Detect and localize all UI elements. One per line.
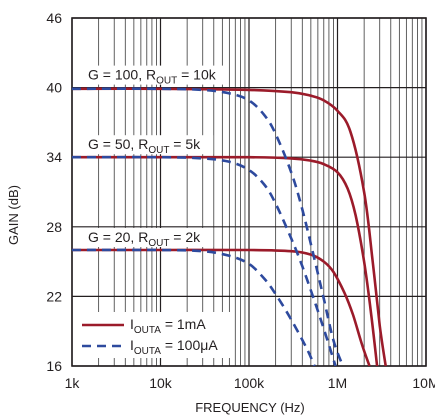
series-lines [72, 87, 387, 366]
plot-frame [71, 17, 427, 367]
x-axis-title: FREQUENCY (Hz) [195, 400, 305, 415]
tick-labels: 1k 10k 100k 1M 10M 16 22 28 34 40 46 [46, 10, 435, 391]
series-line-1ma-0 [72, 87, 387, 366]
curve-labels: G = 100, ROUT = 10k G = 50, ROUT = 5k G = … [85, 65, 229, 249]
x-tick-label: 1k [65, 375, 81, 391]
legend-label: IOUTA = 1mA [130, 316, 206, 336]
annotation-background [85, 228, 214, 247]
curve-annotation: G = 50, ROUT = 5k [88, 136, 201, 156]
series-line-1ma-2 [72, 248, 371, 366]
series-line-100ua-5 [72, 248, 316, 366]
legend-label: IOUTA = 100μA [130, 337, 218, 357]
series-line-100ua-3 [72, 87, 345, 366]
y-axis-title: GAIN (dB) [6, 185, 21, 245]
x-tick-label: 1M [328, 375, 347, 391]
y-tick-label: 16 [46, 358, 62, 374]
y-tick-label: 22 [46, 288, 62, 304]
annotation-background [85, 65, 229, 85]
series-line-100ua-4 [72, 155, 337, 366]
y-tick-label: 34 [46, 149, 62, 165]
curve-annotation: G = 20, ROUT = 2k [88, 229, 201, 249]
legend-box [76, 312, 231, 358]
annotation-background [85, 135, 214, 155]
x-tick-label: 10k [149, 375, 173, 391]
x-tick-label: 100k [234, 375, 265, 391]
y-tick-label: 46 [46, 10, 62, 26]
curve-annotation: G = 100, ROUT = 10k [88, 67, 217, 87]
y-tick-label: 40 [46, 80, 62, 96]
series-line-1ma-1 [72, 155, 379, 366]
y-tick-label: 28 [46, 219, 62, 235]
x-tick-label: 10M [412, 375, 435, 391]
